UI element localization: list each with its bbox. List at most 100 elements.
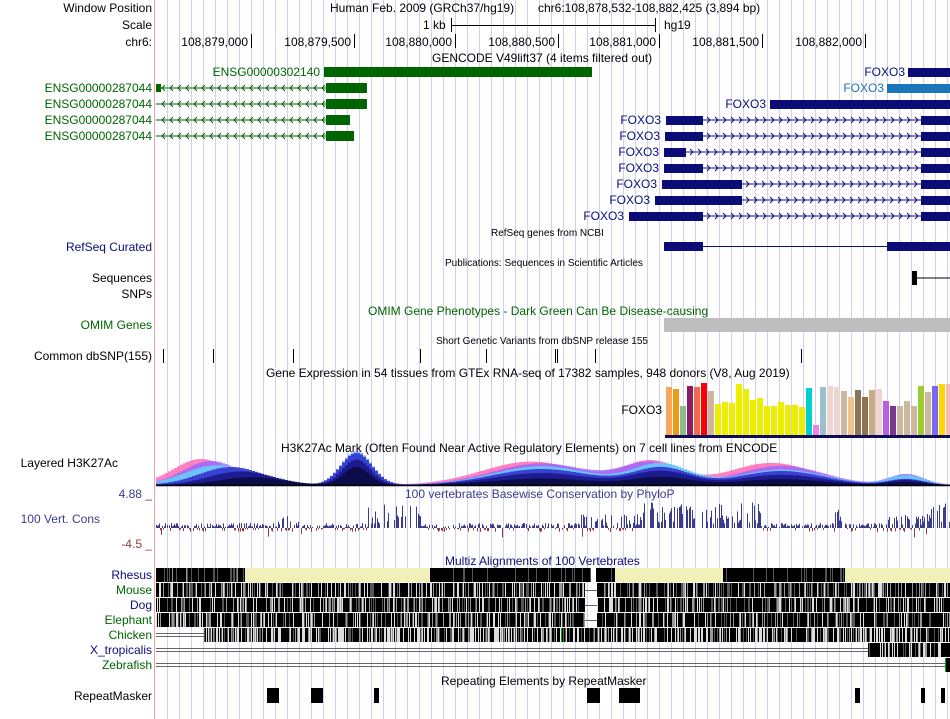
publications-label[interactable]: Sequences bbox=[91, 271, 152, 285]
gtex-gene-label[interactable]: FOXO3 bbox=[621, 403, 662, 417]
foxo3-label[interactable]: FOXO3 bbox=[864, 65, 905, 79]
foxo3-label[interactable]: FOXO3 bbox=[619, 129, 660, 143]
gencode-item-label[interactable]: ENSG00000287044 bbox=[44, 113, 152, 127]
gtex-bar[interactable] bbox=[701, 383, 707, 435]
species-label-mouse[interactable]: Mouse bbox=[115, 583, 152, 597]
foxo3-label[interactable]: FOXO3 bbox=[725, 97, 766, 111]
strand-arrow-icon bbox=[730, 116, 735, 124]
gtex-bar[interactable] bbox=[925, 392, 931, 435]
strand-arrow-icon bbox=[161, 132, 166, 140]
gtex-bar[interactable] bbox=[939, 384, 945, 435]
strand-arrow-icon bbox=[193, 116, 198, 124]
gtex-bar[interactable] bbox=[841, 391, 847, 435]
foxo3-label[interactable]: FOXO3 bbox=[616, 177, 657, 191]
gtex-bar[interactable] bbox=[736, 384, 742, 435]
gtex-bar-chart[interactable] bbox=[665, 380, 950, 438]
strand-arrow-icon bbox=[730, 132, 735, 140]
ruler-tick bbox=[558, 34, 559, 48]
gtex-bar[interactable] bbox=[722, 402, 728, 435]
strand-arrow-icon bbox=[754, 164, 759, 172]
gtex-bar[interactable] bbox=[911, 406, 917, 435]
repeatmasker-label[interactable]: RepeatMasker bbox=[73, 689, 152, 703]
gtex-bar[interactable] bbox=[673, 389, 679, 435]
species-label-dog[interactable]: Dog bbox=[129, 598, 152, 612]
gtex-bar[interactable] bbox=[813, 425, 819, 435]
gtex-bar[interactable] bbox=[764, 406, 770, 435]
strand-arrow-icon bbox=[865, 196, 870, 204]
foxo3-label[interactable]: FOXO3 bbox=[609, 193, 650, 207]
gtex-bar[interactable] bbox=[806, 388, 812, 435]
species-label-chicken[interactable]: Chicken bbox=[108, 628, 152, 642]
strand-arrow-icon bbox=[770, 132, 775, 140]
strand-arrow-icon bbox=[825, 148, 830, 156]
strand-arrow-icon bbox=[906, 116, 911, 124]
gtex-bar[interactable] bbox=[932, 386, 938, 435]
gene-model bbox=[662, 180, 950, 189]
gtex-bar[interactable] bbox=[729, 403, 735, 435]
gtex-bar[interactable] bbox=[708, 391, 714, 435]
gtex-bar[interactable] bbox=[785, 405, 791, 435]
strand-arrow-icon bbox=[762, 132, 767, 140]
strand-arrow-icon bbox=[289, 116, 294, 124]
gene-exon bbox=[664, 164, 703, 173]
gtex-bar[interactable] bbox=[778, 402, 784, 435]
gtex-bar[interactable] bbox=[820, 387, 826, 435]
refseq-label[interactable]: RefSeq Curated bbox=[65, 240, 152, 254]
gtex-bar[interactable] bbox=[876, 389, 882, 435]
gtex-bar[interactable] bbox=[904, 401, 910, 435]
gtex-bar[interactable] bbox=[848, 397, 854, 435]
strand-arrow-icon bbox=[746, 132, 751, 140]
dbsnp-label[interactable]: Common dbSNP(155) bbox=[33, 349, 152, 363]
gtex-bar[interactable] bbox=[855, 390, 861, 435]
foxo3-label[interactable]: FOXO3 bbox=[618, 145, 659, 159]
foxo3-label[interactable]: FOXO3 bbox=[620, 113, 661, 127]
alignment-block bbox=[945, 658, 950, 672]
gencode-item-label[interactable]: ENSG00000287044 bbox=[44, 81, 152, 95]
gtex-bar[interactable] bbox=[897, 406, 903, 435]
gtex-bar[interactable] bbox=[918, 386, 924, 435]
gtex-bar[interactable] bbox=[792, 405, 798, 435]
gencode-item-label[interactable]: ENSG00000287044 bbox=[44, 97, 152, 111]
gtex-bar[interactable] bbox=[750, 400, 756, 435]
snps-label[interactable]: SNPs bbox=[121, 287, 152, 301]
gencode-item-label[interactable]: ENSG00000302140 bbox=[212, 65, 320, 79]
gtex-bar[interactable] bbox=[862, 397, 868, 435]
species-label-elephant[interactable]: Elephant bbox=[104, 613, 152, 627]
gtex-bar[interactable] bbox=[883, 401, 889, 435]
gtex-bar[interactable] bbox=[687, 386, 693, 435]
foxo3-label[interactable]: FOXO3 bbox=[583, 209, 624, 223]
gtex-chart[interactable] bbox=[665, 380, 950, 438]
gtex-bar[interactable] bbox=[946, 384, 950, 435]
gtex-bar[interactable] bbox=[715, 404, 721, 435]
gene-exon bbox=[770, 100, 950, 109]
gene-model bbox=[655, 196, 950, 205]
gtex-bar[interactable] bbox=[890, 406, 896, 435]
gtex-bar[interactable] bbox=[799, 407, 805, 435]
strand-arrow-icon bbox=[305, 132, 310, 140]
strand-arrow-icon bbox=[754, 212, 759, 220]
strand-arrow-icon bbox=[841, 196, 846, 204]
gencode-item-label[interactable]: ENSG00000287044 bbox=[44, 129, 152, 143]
omim-label[interactable]: OMIM Genes bbox=[80, 318, 152, 332]
gtex-bar[interactable] bbox=[666, 387, 672, 435]
gtex-bar[interactable] bbox=[743, 389, 749, 435]
foxo3-label[interactable]: FOXO3 bbox=[843, 81, 884, 95]
species-label-x-tropicalis[interactable]: X_tropicalis bbox=[89, 643, 152, 657]
foxo3-label[interactable]: FOXO3 bbox=[618, 161, 659, 175]
gtex-bar[interactable] bbox=[834, 387, 840, 435]
strand-arrow-icon bbox=[913, 148, 918, 156]
gtex-bar[interactable] bbox=[869, 390, 875, 435]
gtex-bar[interactable] bbox=[771, 406, 777, 435]
species-label-rhesus[interactable]: Rhesus bbox=[111, 568, 152, 582]
strand-arrow-icon bbox=[882, 212, 887, 220]
conservation-label[interactable]: 100 Vert. Cons bbox=[20, 512, 100, 526]
gtex-bar[interactable] bbox=[680, 406, 686, 435]
species-label-zebrafish[interactable]: Zebrafish bbox=[101, 658, 152, 672]
gtex-bar[interactable] bbox=[694, 387, 700, 435]
repeatmasker-title: Repeating Elements by RepeatMasker bbox=[441, 674, 647, 688]
gtex-bar[interactable] bbox=[827, 386, 833, 435]
h3k27ac-label[interactable]: Layered H3K27Ac bbox=[20, 456, 118, 470]
strand-arrow-icon bbox=[874, 116, 879, 124]
gtex-bar[interactable] bbox=[757, 398, 763, 435]
